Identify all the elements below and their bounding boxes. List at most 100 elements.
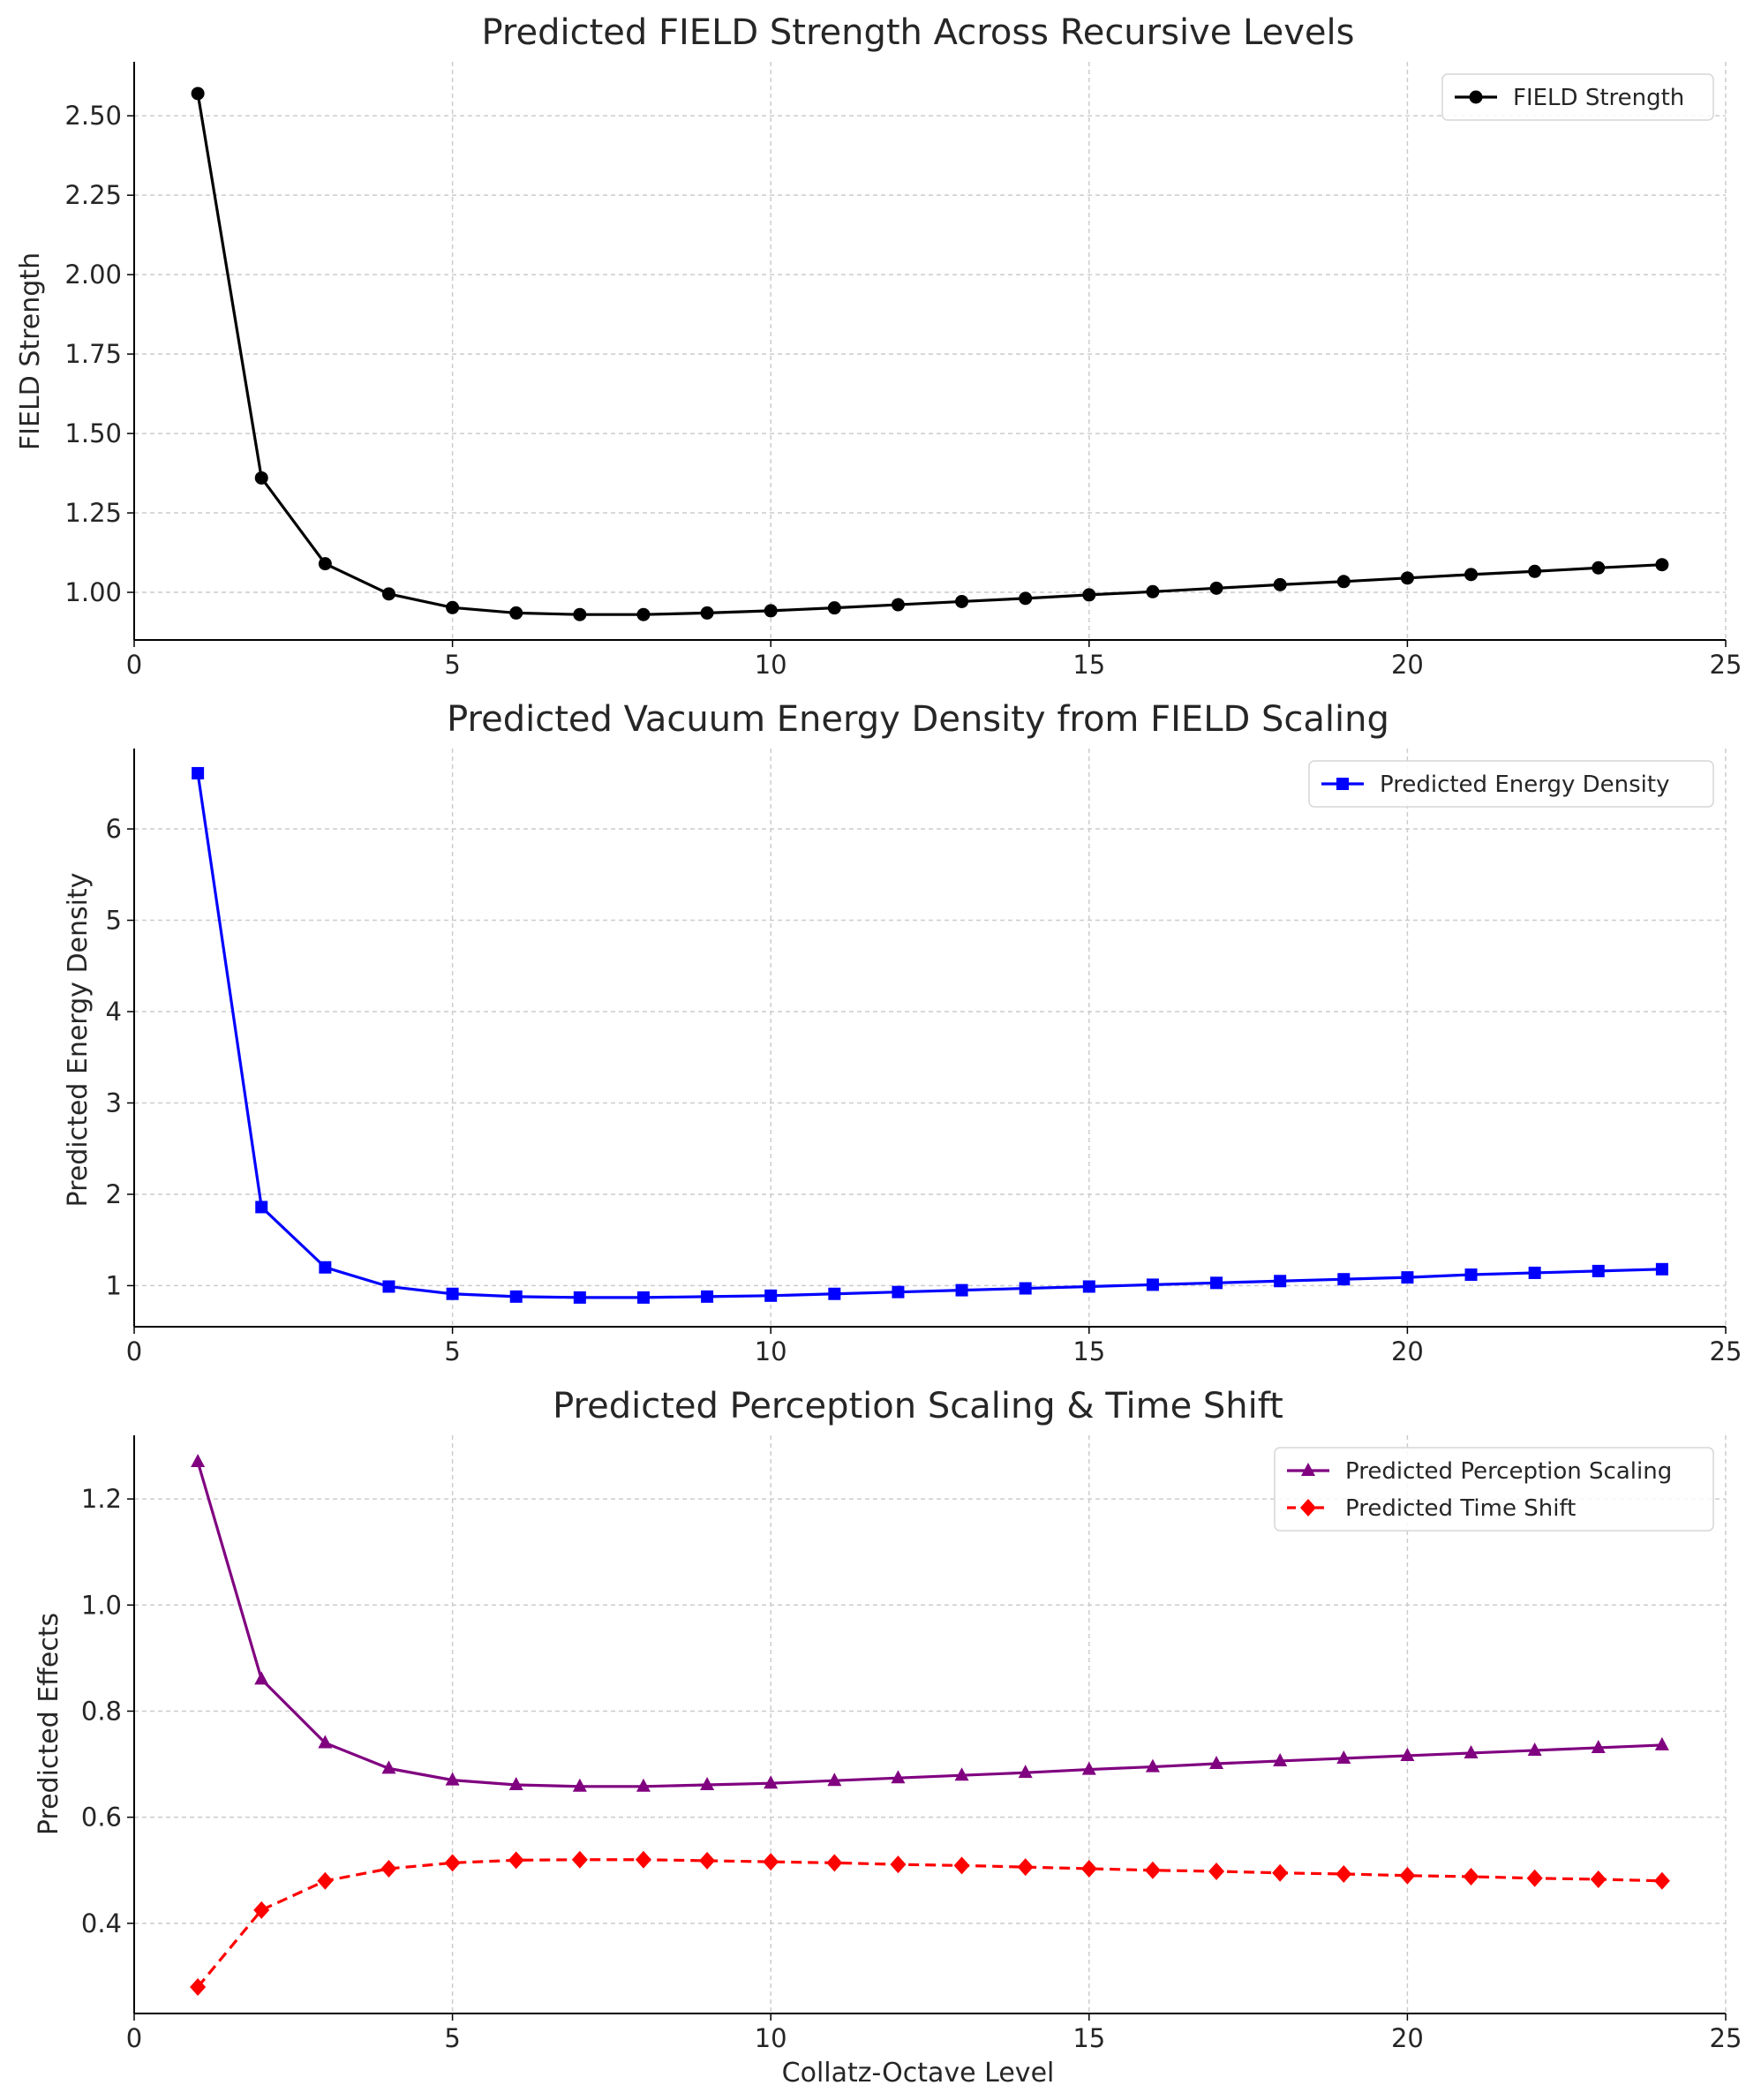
x-tick-label: 20 [1391,650,1424,680]
x-tick-label: 10 [755,2023,787,2053]
tick-labels: 0 5 10 15 20 25 0.4 0.6 0.8 1.0 1.2 [81,1484,1742,2053]
data-point [317,1871,334,1890]
y-axis-label: FIELD Strength [15,252,46,450]
data-point [380,1859,397,1878]
data-point [1592,561,1606,575]
data-point [890,1855,907,1874]
legend-marker [1301,1463,1315,1476]
y-tick-label: 0.8 [81,1696,122,1726]
data-point [1145,1758,1160,1773]
data-point [827,601,841,615]
data-point [1144,1861,1161,1879]
data-series [190,1454,1670,1996]
data-point [1464,1268,1478,1282]
y-tick-label: 2.50 [64,101,122,131]
data-point [508,1777,523,1791]
data-point [763,1853,779,1871]
data-point [1210,1276,1223,1290]
x-tick-label: 5 [444,2023,460,2053]
data-point [955,1283,968,1297]
y-tick-label: 1.0 [81,1590,122,1620]
data-point [1400,1747,1415,1761]
legend: Predicted Perception Scaling Predicted Ti… [1274,1447,1714,1532]
chart-title: Predicted FIELD Strength Across Recursiv… [482,12,1355,53]
data-point [1464,1744,1479,1758]
data-point [1080,1859,1097,1878]
data-point [1336,575,1351,589]
data-point [700,606,714,620]
x-tick-label: 25 [1710,650,1742,680]
data-point [381,587,395,601]
data-point [1019,1282,1032,1295]
axes [133,1435,1726,2014]
data-point [571,1850,588,1869]
legend-box [1441,73,1714,121]
legend-label: Predicted Time Shift [1345,1495,1576,1522]
x-tick-label: 5 [444,1336,460,1366]
data-point [1655,558,1669,572]
data-point [1591,1739,1606,1753]
y-tick-label: 1.25 [64,498,122,528]
data-point [1019,591,1033,606]
data-point [1337,1273,1351,1286]
x-tick-label: 10 [755,650,787,680]
data-point [1528,1266,1541,1279]
legend-marker [1469,90,1483,104]
data-point [1018,1765,1033,1779]
legend-box [1308,760,1714,808]
data-point [1401,1271,1414,1284]
data-point [254,470,268,485]
data-point [1400,571,1414,585]
tick-labels: 0 5 10 15 20 25 1.00 1.25 1.50 1.75 2.00 2.25 2.50 [64,101,1742,680]
data-point [573,607,587,621]
x-tick-label: 20 [1391,2023,1424,2053]
data-point [1208,1862,1225,1880]
data-point [699,1851,716,1870]
y-tick-label: 3 [106,1088,122,1118]
data-point [636,607,651,621]
y-tick-label: 1.00 [64,577,122,607]
data-point [318,1735,333,1749]
x-tick-label: 15 [1072,650,1105,680]
y-tick-label: 2 [106,1179,122,1209]
chart-panel-perception-time-shift: Predicted Perception Scaling & Time Shif… [34,1386,1742,2089]
data-point [1399,1866,1416,1885]
data-point [764,604,778,618]
y-axis-label: Predicted Effects [34,1613,64,1835]
legend: Predicted Energy Density [1308,760,1714,808]
x-tick-label: 0 [126,1336,142,1366]
data-point [191,1454,206,1468]
chart-panel-energy-density: Predicted Vacuum Energy Density from FIE… [63,699,1742,1366]
legend-label: FIELD Strength [1513,85,1684,111]
data-point [1273,1752,1288,1766]
x-tick-label: 25 [1710,1336,1742,1366]
chart-title: Predicted Vacuum Energy Density from FIE… [447,699,1389,740]
data-point [1590,1870,1607,1888]
series-line [196,1461,1662,1788]
series-line [196,93,1662,616]
data-series [192,766,1668,1304]
data-point [955,594,969,608]
x-tick-label: 20 [1391,1336,1424,1366]
data-point [1272,1863,1289,1882]
data-point [509,1290,523,1303]
axes [133,749,1726,1328]
data-point [636,1291,650,1304]
x-tick-label: 15 [1072,1336,1105,1366]
x-tick-label: 0 [126,2023,142,2053]
data-point [764,1775,779,1789]
chart-title: Predicted Perception Scaling & Time Shif… [553,1386,1283,1426]
x-tick-label: 10 [755,1336,787,1366]
data-point [827,1773,842,1787]
data-point [1653,1871,1670,1890]
y-tick-label: 2.25 [64,180,122,210]
data-point [508,1851,524,1870]
data-point [254,1671,269,1685]
data-point [636,1778,651,1792]
data-point [1464,568,1479,582]
data-point [892,1285,905,1298]
data-point [1274,1275,1287,1288]
data-point [509,606,523,620]
data-point [573,1291,586,1304]
data-point [318,557,332,571]
